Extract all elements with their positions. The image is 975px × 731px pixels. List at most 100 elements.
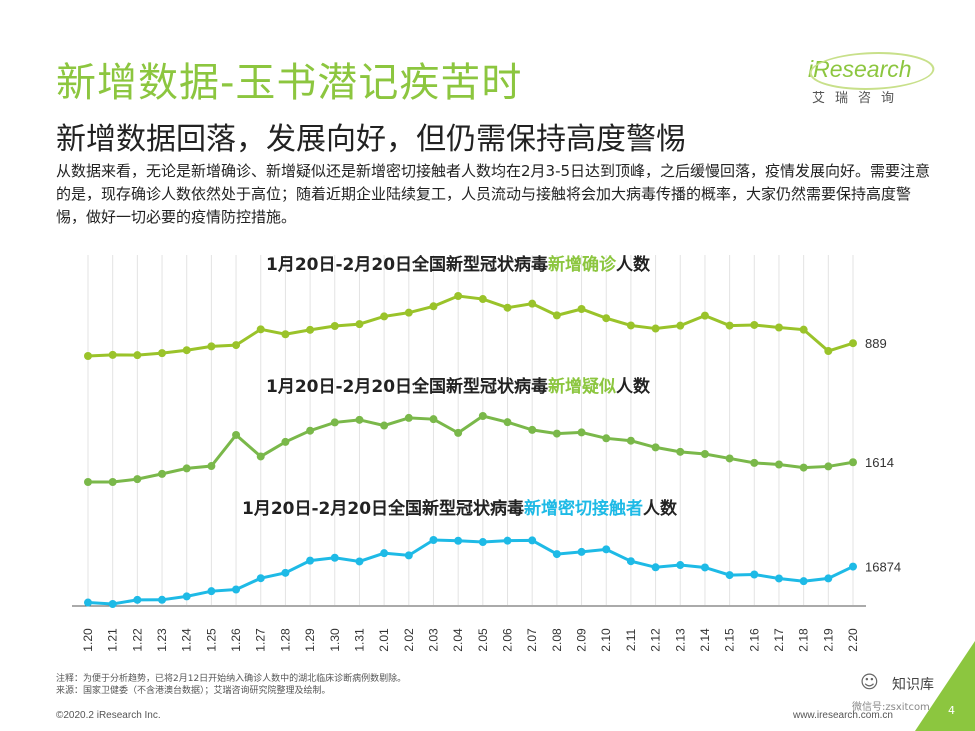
- data-point: [799, 463, 808, 472]
- x-tick-label: 1.27: [254, 628, 268, 652]
- data-point: [330, 418, 339, 427]
- data-point: [330, 553, 339, 562]
- data-point: [824, 347, 833, 356]
- x-tick-label: 2.05: [476, 628, 490, 652]
- copyright: ©2020.2 iResearch Inc.: [56, 710, 161, 721]
- data-point: [651, 563, 660, 572]
- data-point: [84, 598, 92, 607]
- data-point: [577, 428, 586, 437]
- x-tick-label: 2.17: [772, 628, 786, 652]
- series-title: 1月20日-2月20日全国新型冠状病毒新增疑似人数: [266, 376, 651, 397]
- x-tick-label: 1.31: [352, 628, 366, 652]
- data-point: [849, 458, 857, 467]
- footer-note: 注释：为便于分析趋势，已将2月12日开始纳入确诊人数中的湖北临床诊断病例数剔除。: [56, 674, 407, 684]
- data-point: [84, 352, 92, 360]
- corner-decoration: [915, 641, 975, 731]
- logo-brand: iResearch: [808, 56, 912, 82]
- data-point: [133, 351, 142, 360]
- x-tick-label: 2.11: [624, 628, 638, 651]
- data-point: [232, 430, 241, 439]
- data-point: [552, 550, 561, 559]
- description-text: 从数据来看，无论是新增确诊、新增疑似还是新增密切接触者人数均在2月3-5日达到顶…: [56, 162, 931, 226]
- data-point: [799, 577, 808, 586]
- data-point: [849, 339, 857, 348]
- series-layer: 889 1614 16874: [84, 292, 901, 608]
- x-tick-label: 1.28: [278, 628, 292, 652]
- data-point: [380, 421, 389, 430]
- data-point: [207, 587, 216, 596]
- data-point: [84, 478, 92, 486]
- data-point: [182, 464, 191, 473]
- data-point: [750, 320, 759, 329]
- data-point: [774, 460, 783, 469]
- data-point: [108, 477, 117, 486]
- data-point: [256, 574, 265, 583]
- data-point: [133, 595, 142, 604]
- data-point: [306, 325, 315, 334]
- data-point: [281, 437, 290, 446]
- watermark-sub: 微信号:zsxitcom.cn: [852, 702, 945, 713]
- data-point: [454, 428, 463, 437]
- data-point: [207, 342, 216, 351]
- data-point: [700, 563, 709, 572]
- logo-brand-cn: 艾瑞咨询: [812, 91, 905, 106]
- end-data-label: 889: [865, 336, 887, 351]
- x-tick-label: 1.21: [106, 628, 120, 652]
- data-point: [676, 321, 685, 330]
- data-point: [478, 295, 487, 304]
- wechat-icon: ☺: [860, 672, 879, 693]
- data-point: [528, 536, 537, 545]
- data-point: [651, 443, 660, 452]
- end-data-label: 16874: [865, 560, 901, 575]
- data-point: [725, 571, 734, 580]
- chart-gridlines: [87, 255, 854, 605]
- x-tick-label: 2.06: [501, 628, 515, 652]
- data-point: [478, 412, 487, 420]
- data-point: [454, 536, 463, 545]
- data-point: [281, 568, 290, 577]
- data-point: [207, 462, 216, 471]
- data-point: [108, 600, 117, 608]
- data-point: [429, 415, 438, 424]
- data-point: [799, 325, 808, 334]
- data-point: [133, 475, 142, 484]
- page-title: 新增数据-玉书潜记疾苦时: [56, 60, 523, 106]
- x-tick-label: 1.30: [328, 628, 342, 652]
- data-point: [700, 311, 709, 320]
- x-tick-label: 2.13: [673, 628, 687, 652]
- x-tick-label: 2.01: [377, 628, 391, 652]
- data-point: [355, 415, 364, 424]
- x-tick-label: 1.20: [81, 628, 95, 652]
- data-point: [750, 458, 759, 467]
- data-point: [429, 302, 438, 311]
- data-point: [380, 549, 389, 558]
- page-number: 4: [948, 704, 955, 717]
- data-point: [232, 585, 241, 594]
- data-point: [774, 323, 783, 332]
- data-point: [651, 324, 660, 333]
- data-point: [158, 349, 167, 358]
- data-point: [552, 429, 561, 438]
- x-tick-label: 2.15: [723, 628, 737, 652]
- data-point: [824, 574, 833, 583]
- data-point: [824, 462, 833, 471]
- data-point: [725, 321, 734, 330]
- data-point: [577, 547, 586, 556]
- x-tick-label: 2.20: [846, 628, 860, 652]
- x-tick-label: 2.10: [599, 628, 613, 652]
- data-point: [380, 312, 389, 321]
- data-point: [700, 449, 709, 458]
- data-point: [256, 452, 265, 461]
- data-point: [158, 469, 167, 478]
- x-tick-label: 2.16: [747, 628, 761, 652]
- x-tick-label: 1.23: [155, 628, 169, 652]
- data-point: [404, 551, 413, 560]
- data-point: [602, 545, 611, 554]
- website-link[interactable]: www.iresearch.com.cn: [792, 710, 893, 721]
- series-titles: 1月20日-2月20日全国新型冠状病毒新增确诊人数 1月20日-2月20日全国新型…: [242, 254, 678, 519]
- data-point: [849, 562, 857, 571]
- x-tick-label: 2.18: [797, 628, 811, 652]
- data-point: [503, 303, 512, 312]
- x-tick-label: 2.02: [402, 628, 416, 652]
- data-point: [306, 426, 315, 435]
